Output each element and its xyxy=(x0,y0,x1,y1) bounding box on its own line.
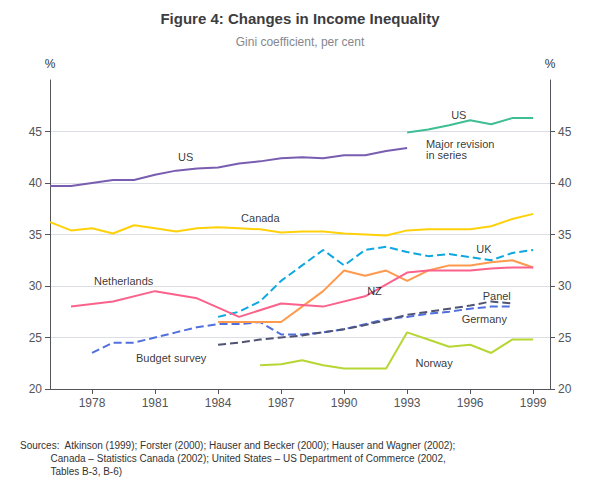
svg-text:Netherlands: Netherlands xyxy=(94,275,154,287)
svg-text:1978: 1978 xyxy=(79,396,106,410)
svg-text:UK: UK xyxy=(476,243,492,255)
svg-text:40: 40 xyxy=(558,176,572,190)
svg-text:35: 35 xyxy=(29,228,43,242)
svg-text:1987: 1987 xyxy=(268,396,295,410)
svg-text:Sources: Atkinson (1999); For: Sources: Atkinson (1999); Forster (2000)… xyxy=(20,440,455,451)
svg-text:Figure 4: Changes in Income In: Figure 4: Changes in Income Inequality xyxy=(160,10,440,27)
svg-text:US: US xyxy=(178,151,193,163)
svg-text:Germany: Germany xyxy=(462,313,508,325)
svg-text:Panel: Panel xyxy=(483,290,511,302)
svg-text:45: 45 xyxy=(558,125,572,139)
svg-text:1990: 1990 xyxy=(331,396,358,410)
svg-text:1993: 1993 xyxy=(394,396,421,410)
svg-text:US: US xyxy=(451,109,466,121)
svg-text:1981: 1981 xyxy=(142,396,169,410)
svg-text:20: 20 xyxy=(558,382,572,396)
svg-text:Canada: Canada xyxy=(241,212,280,224)
svg-text:%: % xyxy=(45,57,56,71)
svg-text:Gini coefficient, per cent: Gini coefficient, per cent xyxy=(236,35,365,49)
svg-text:Norway: Norway xyxy=(415,357,453,369)
svg-text:%: % xyxy=(545,57,556,71)
svg-text:1999: 1999 xyxy=(520,396,547,410)
svg-text:Budget survey: Budget survey xyxy=(136,352,207,364)
svg-text:40: 40 xyxy=(29,176,43,190)
svg-text:30: 30 xyxy=(558,279,572,293)
svg-text:NZ: NZ xyxy=(367,285,382,297)
svg-text:30: 30 xyxy=(29,279,43,293)
svg-text:25: 25 xyxy=(29,331,43,345)
svg-text:Tables B-3, B-6): Tables B-3, B-6) xyxy=(20,466,122,477)
svg-text:25: 25 xyxy=(558,331,572,345)
svg-text:1984: 1984 xyxy=(205,396,232,410)
svg-text:1996: 1996 xyxy=(457,396,484,410)
svg-text:Major revision: Major revision xyxy=(425,137,495,150)
svg-text:in series: in series xyxy=(426,149,467,161)
svg-text:35: 35 xyxy=(558,228,572,242)
svg-text:45: 45 xyxy=(29,125,43,139)
svg-text:Canada – Statistics Canada (20: Canada – Statistics Canada (2002); Unite… xyxy=(20,453,446,464)
svg-text:20: 20 xyxy=(29,382,43,396)
